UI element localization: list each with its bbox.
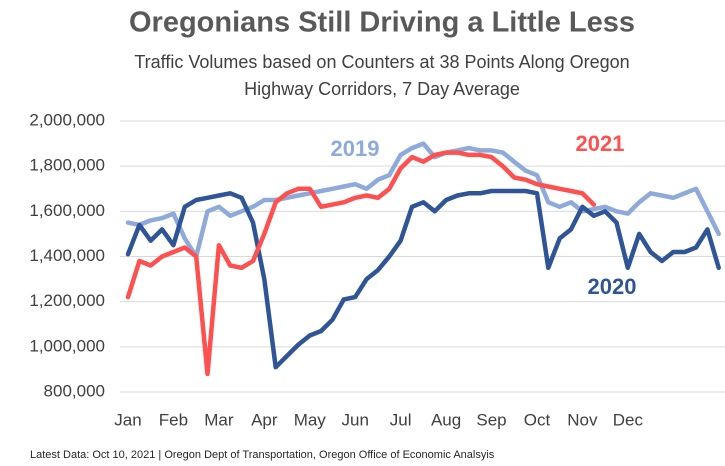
x-tick-label: Sep — [476, 410, 506, 429]
x-tick-label: Mar — [204, 410, 234, 429]
y-tick-label: 2,000,000 — [29, 110, 105, 129]
subtitle: Traffic Volumes based on Counters at 38 … — [134, 52, 629, 72]
x-tick-label: Jul — [390, 410, 412, 429]
x-tick-label: May — [294, 410, 327, 429]
y-tick-label: 1,400,000 — [29, 246, 105, 265]
series-label: 2020 — [588, 274, 637, 299]
x-tick-label: Aug — [431, 410, 461, 429]
x-tick-label: Feb — [159, 410, 188, 429]
y-tick-label: 800,000 — [44, 381, 105, 400]
x-tick-label: Oct — [524, 410, 551, 429]
chart-title: Oregonians Still Driving a Little Less — [129, 7, 635, 39]
subtitle: Highway Corridors, 7 Day Average — [244, 79, 520, 99]
x-tick-label: Nov — [567, 410, 598, 429]
y-tick-label: 1,200,000 — [29, 291, 105, 310]
source-note: Latest Data: Oct 10, 2021 | Oregon Dept … — [30, 449, 495, 461]
series-label: 2021 — [576, 131, 625, 156]
series-label: 2019 — [331, 136, 380, 161]
series-line — [125, 188, 721, 370]
x-tick-label: Jun — [341, 410, 368, 429]
y-tick-label: 1,000,000 — [29, 336, 105, 355]
y-tick-label: 1,600,000 — [29, 201, 105, 220]
series-line — [125, 141, 721, 259]
x-tick-label: Dec — [613, 410, 644, 429]
x-tick-label: Jan — [114, 410, 141, 429]
series-line — [125, 150, 597, 377]
y-tick-label: 1,800,000 — [29, 156, 105, 175]
x-tick-label: Apr — [251, 410, 278, 429]
